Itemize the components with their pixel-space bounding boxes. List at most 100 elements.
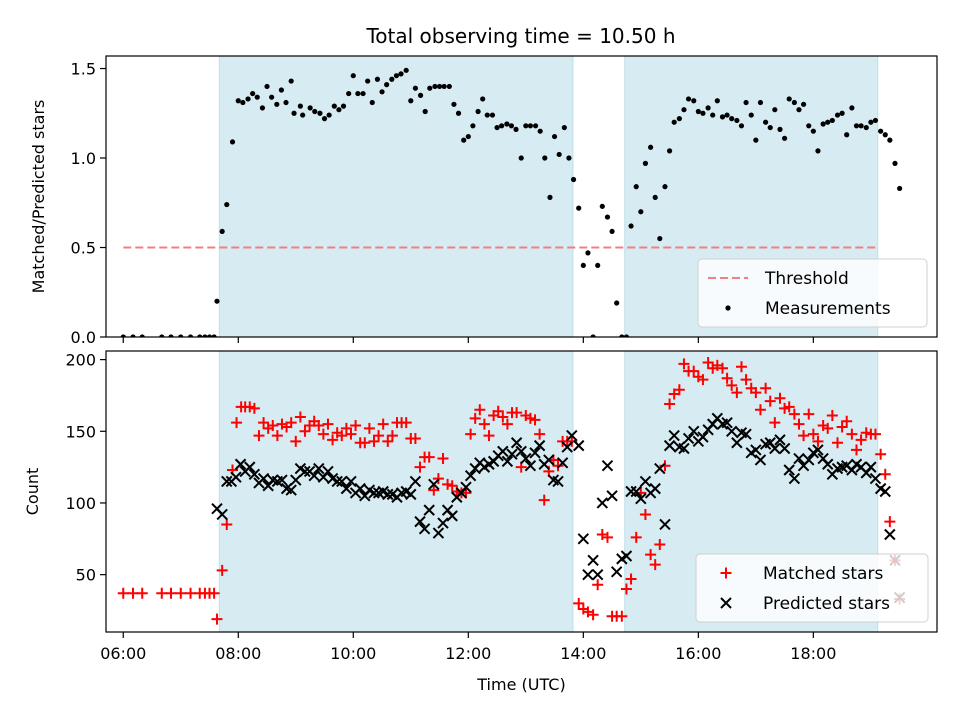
predicted-stars-point-34 bbox=[368, 487, 380, 499]
chart-title: Total observing time = 10.50 h bbox=[365, 24, 675, 48]
matched-stars-point-1 bbox=[127, 587, 139, 599]
measurements-point-25 bbox=[283, 99, 289, 106]
measurements-point-89 bbox=[590, 334, 596, 337]
measurements-point-149 bbox=[878, 128, 884, 134]
predicted-stars-point-116 bbox=[754, 454, 767, 466]
matched-stars-point-35 bbox=[322, 418, 334, 430]
predicted-stars-point-16 bbox=[285, 484, 297, 496]
bottom-xtick-label-5: 16:00 bbox=[675, 644, 721, 663]
measurements-point-91 bbox=[599, 203, 605, 209]
predicted-stars-point-126 bbox=[803, 454, 815, 466]
measurements-point-48 bbox=[393, 73, 400, 79]
bottom-ylabel: Count bbox=[23, 468, 42, 516]
matched-stars-point-141 bbox=[822, 422, 834, 434]
predicted-stars-point-115 bbox=[750, 444, 762, 456]
measurements-point-53 bbox=[417, 92, 424, 98]
measurements-point-112 bbox=[700, 110, 706, 116]
predicted-stars-point-49 bbox=[437, 517, 449, 529]
measurements-point-33 bbox=[321, 116, 328, 122]
measurements-point-96 bbox=[623, 334, 630, 337]
matched-stars-point-6 bbox=[185, 587, 197, 599]
predicted-stars-point-54 bbox=[460, 481, 472, 493]
top-ytick-label-2: 1.0 bbox=[71, 149, 96, 168]
matched-stars-point-128 bbox=[760, 382, 772, 394]
measurements-point-42 bbox=[365, 78, 371, 84]
predicted-stars-point-64 bbox=[506, 448, 518, 460]
predicted-stars-point-98 bbox=[668, 429, 680, 442]
predicted-stars-point-67 bbox=[520, 452, 532, 465]
measurements-point-95 bbox=[619, 334, 625, 337]
matched-stars-point-20 bbox=[253, 430, 265, 442]
matched-stars-point-28 bbox=[290, 435, 302, 447]
measurements-point-151 bbox=[887, 137, 893, 143]
measurements-point-64 bbox=[470, 123, 476, 129]
predicted-stars-point-31 bbox=[354, 482, 366, 495]
measurements-point-61 bbox=[455, 110, 462, 116]
predicted-stars-point-119 bbox=[769, 442, 781, 455]
measurements-point-133 bbox=[800, 101, 807, 107]
bottom-xtick-label-3: 12:00 bbox=[445, 644, 491, 663]
measurements-point-78 bbox=[537, 128, 543, 134]
measurements-point-123 bbox=[753, 137, 759, 143]
measurements-point-77 bbox=[532, 123, 539, 129]
measurements-point-82 bbox=[556, 151, 562, 158]
measurements-point-58 bbox=[441, 83, 447, 90]
predicted-stars-point-43 bbox=[409, 475, 422, 488]
matched-stars-point-82 bbox=[538, 494, 550, 506]
measurements-point-107 bbox=[676, 116, 682, 122]
matched-stars-point-73 bbox=[497, 411, 509, 423]
matched-stars-point-92 bbox=[587, 609, 599, 621]
predicted-stars-point-86 bbox=[610, 566, 623, 578]
measurements-point-46 bbox=[384, 82, 390, 88]
matched-stars-point-67 bbox=[469, 412, 481, 424]
matched-stars-point-113 bbox=[688, 365, 700, 377]
predicted-stars-point-70 bbox=[533, 439, 546, 452]
measurements-point-150 bbox=[882, 132, 888, 138]
bottom-xtick-label-1: 08:00 bbox=[215, 644, 261, 663]
predicted-stars-point-7 bbox=[244, 461, 256, 473]
matched-stars-point-19 bbox=[248, 402, 260, 414]
measurements-point-9 bbox=[206, 334, 213, 337]
matched-stars-point-136 bbox=[798, 430, 810, 442]
top-legend-entry-1-marker bbox=[725, 305, 731, 311]
predicted-stars-point-24 bbox=[322, 465, 334, 478]
measurements-point-12 bbox=[219, 228, 225, 235]
predicted-stars-point-111 bbox=[731, 437, 743, 449]
measurements-point-35 bbox=[331, 103, 337, 109]
measurements-point-39 bbox=[350, 73, 356, 79]
measurements-point-114 bbox=[710, 112, 716, 118]
measurements-point-137 bbox=[820, 121, 826, 127]
bottom-legend-entry-0-label: Matched stars bbox=[763, 564, 883, 584]
measurements-point-92 bbox=[604, 214, 611, 220]
matched-stars-point-39 bbox=[340, 422, 352, 434]
measurements-point-67 bbox=[484, 112, 490, 118]
measurements-point-14 bbox=[229, 139, 236, 145]
measurements-point-98 bbox=[633, 184, 639, 190]
predicted-stars-point-130 bbox=[822, 458, 834, 470]
matched-stars-point-95 bbox=[601, 531, 613, 543]
bottom-xtick-label-6: 18:00 bbox=[790, 644, 836, 663]
bottom-legend-entry-1-marker bbox=[720, 597, 732, 609]
measurements-point-108 bbox=[681, 107, 687, 113]
matched-stars-point-119 bbox=[716, 362, 728, 374]
matched-stars-point-121 bbox=[726, 379, 738, 391]
measurements-point-73 bbox=[513, 126, 519, 132]
predicted-stars-point-26 bbox=[331, 475, 343, 488]
predicted-stars-point-68 bbox=[524, 459, 537, 472]
measurements-point-87 bbox=[580, 262, 586, 269]
matched-stars-point-104 bbox=[645, 549, 657, 561]
measurements-point-152 bbox=[892, 160, 898, 166]
matched-stars-point-110 bbox=[673, 384, 685, 396]
matched-stars-point-23 bbox=[267, 420, 279, 432]
measurements-point-54 bbox=[422, 108, 428, 115]
measurements-point-140 bbox=[834, 112, 841, 118]
measurements-point-31 bbox=[312, 108, 318, 115]
measurements-point-51 bbox=[408, 98, 414, 104]
measurements-point-125 bbox=[763, 119, 769, 125]
predicted-stars-point-90 bbox=[630, 485, 642, 498]
bottom-ytick-label-3: 200 bbox=[65, 351, 96, 370]
bottom-xtick-label-2: 10:00 bbox=[330, 644, 376, 663]
predicted-stars-point-27 bbox=[336, 475, 348, 488]
predicted-stars-point-2 bbox=[221, 475, 233, 488]
measurements-point-127 bbox=[772, 107, 778, 113]
